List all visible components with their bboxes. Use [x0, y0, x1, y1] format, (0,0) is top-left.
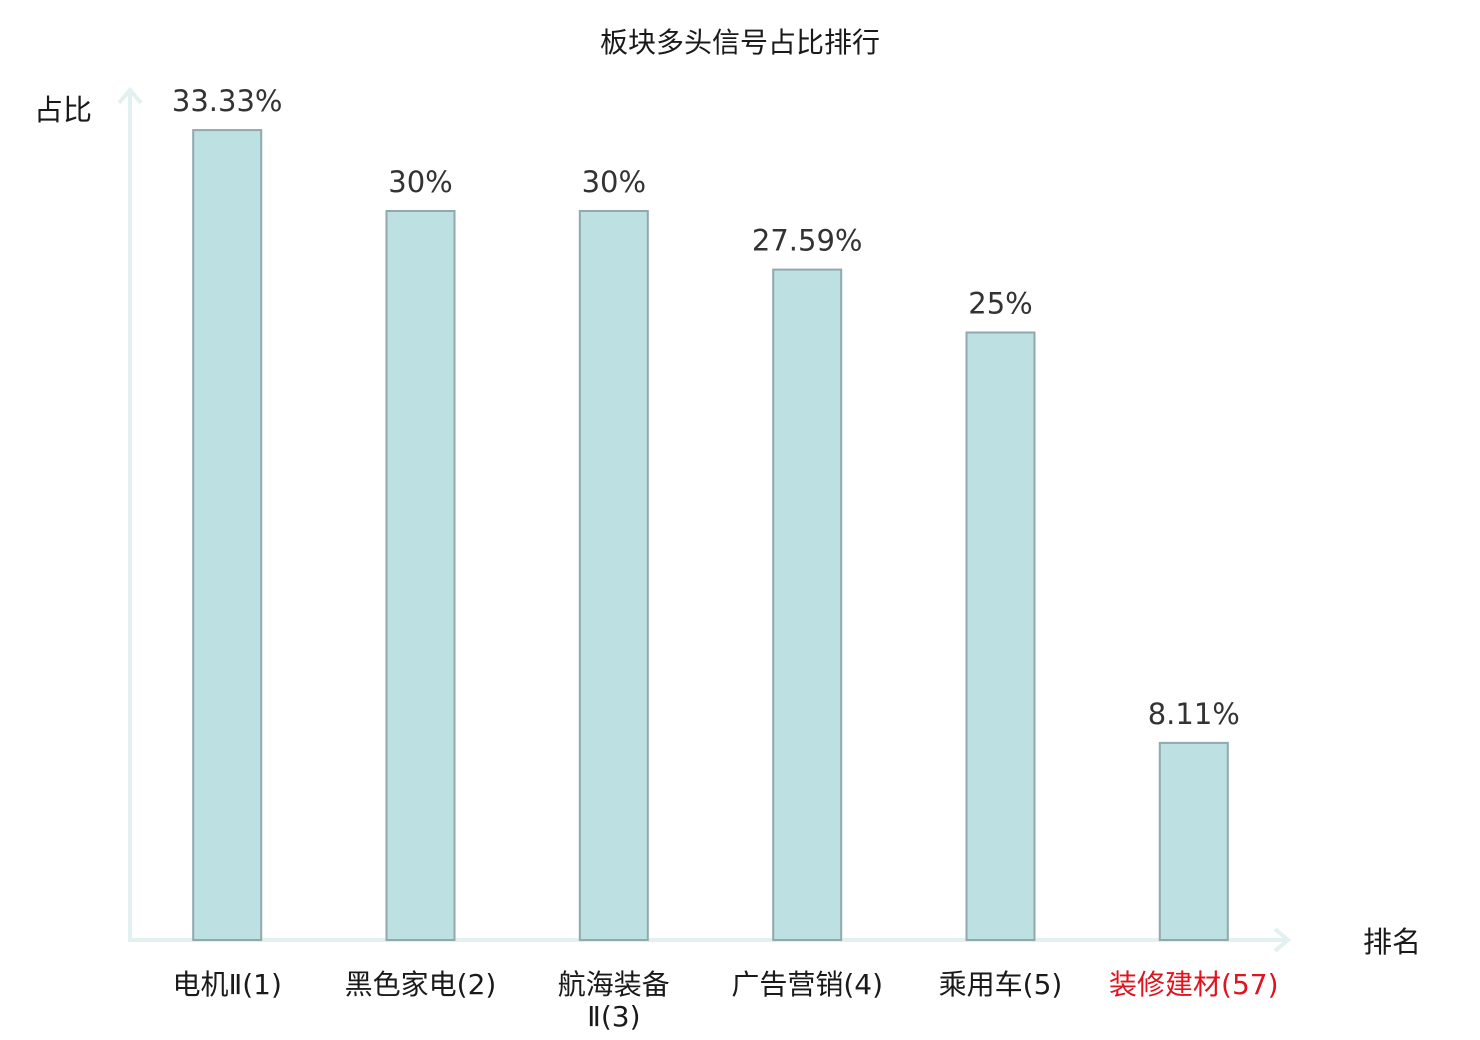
x-tick-label: 乘用车(5)	[939, 968, 1063, 1001]
y-axis-arrow-icon	[117, 86, 143, 105]
x-tick-label-line: 乘用车(5)	[939, 968, 1063, 1001]
bar-value-label: 8.11%	[1148, 697, 1240, 731]
x-tick-label-line: 航海装备	[558, 968, 670, 1001]
x-tick-label: 广告营销(4)	[731, 968, 883, 1001]
bar-value-label: 27.59%	[752, 224, 863, 258]
bar	[192, 129, 263, 942]
bar-value-label: 25%	[968, 287, 1032, 321]
x-tick-label: 电机Ⅱ(1)	[172, 968, 281, 1001]
x-tick-label-line: Ⅱ(3)	[587, 1000, 640, 1033]
x-tick-label: 黑色家电(2)	[345, 968, 497, 1001]
x-tick-label: 装修建材(57)	[1109, 968, 1278, 1001]
x-tick-label-line: 电机Ⅱ(1)	[172, 968, 281, 1001]
bar	[385, 210, 456, 941]
x-tick-label-line: 广告营销(4)	[731, 968, 883, 1001]
value-labels-group: 33.33% 30% 30% 27.59% 25% 8.11%	[172, 84, 1240, 731]
bar-value-label: 33.33%	[172, 84, 283, 118]
bar	[772, 268, 843, 942]
x-axis-label: 排名	[1363, 925, 1421, 959]
x-axis-arrow-icon	[1273, 927, 1292, 953]
axes	[117, 86, 1292, 953]
bar-value-label: 30%	[388, 165, 452, 199]
bar	[578, 210, 649, 941]
bars-group	[192, 129, 1229, 942]
bar-value-label: 30%	[582, 165, 646, 199]
category-labels-group: 电机Ⅱ(1) 黑色家电(2) 航海装备 Ⅱ(3) 广告营销(4) 乘用车(5) 装修建材(5…	[172, 968, 1278, 1033]
bar	[1158, 741, 1229, 942]
x-tick-label: 航海装备 Ⅱ(3)	[558, 968, 670, 1033]
bar	[965, 331, 1036, 941]
x-tick-label-line: 装修建材(57)	[1109, 968, 1278, 1001]
chart-title: 板块多头信号占比排行	[600, 26, 880, 59]
x-tick-label-line: 黑色家电(2)	[345, 968, 497, 1001]
y-axis-label: 占比	[34, 93, 92, 127]
